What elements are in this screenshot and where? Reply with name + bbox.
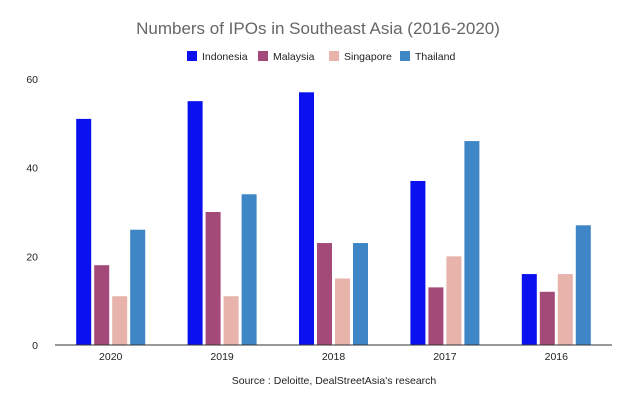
bar-singapore-2017 xyxy=(446,256,462,345)
bar-thailand-2020 xyxy=(130,229,146,345)
bar-singapore-2018 xyxy=(335,278,350,345)
y-tick-label: 20 xyxy=(26,251,38,263)
bar-malaysia-2016 xyxy=(539,291,555,345)
y-tick-label: 60 xyxy=(26,74,38,86)
bar-malaysia-2020 xyxy=(94,265,110,345)
y-axis: 0 20 40 60 xyxy=(26,74,38,352)
x-tick-label: 2019 xyxy=(210,351,234,363)
bar-indonesia-2016 xyxy=(521,274,537,345)
chart-title: Numbers of IPOs in Southeast Asia (2016-… xyxy=(136,19,500,38)
bar-indonesia-2018 xyxy=(299,92,314,345)
bar-thailand-2017 xyxy=(464,141,480,345)
bar-singapore-2016 xyxy=(557,274,573,345)
bar-thailand-2019 xyxy=(241,194,257,345)
y-tick-label: 40 xyxy=(26,163,38,175)
x-tick-label: 2020 xyxy=(99,351,123,363)
legend-label-indonesia: Indonesia xyxy=(202,51,248,63)
bar-thailand-2018 xyxy=(353,243,368,345)
y-tick-label: 0 xyxy=(32,340,38,352)
legend-label-singapore: Singapore xyxy=(344,51,392,63)
x-axis: 2020 2019 2018 2017 2016 xyxy=(99,351,568,363)
legend-label-thailand: Thailand xyxy=(415,51,455,63)
source-note: Source : Deloitte, DealStreetAsia's rese… xyxy=(232,375,437,387)
legend: Indonesia Malaysia Singapore Thailand xyxy=(187,51,455,63)
bars xyxy=(76,92,591,346)
x-tick-label: 2017 xyxy=(433,351,457,363)
bar-malaysia-2018 xyxy=(317,243,332,345)
bar-malaysia-2019 xyxy=(205,212,221,345)
bar-singapore-2020 xyxy=(112,296,128,345)
bar-indonesia-2020 xyxy=(76,118,92,346)
bar-indonesia-2019 xyxy=(187,101,203,346)
legend-swatch-thailand xyxy=(400,51,410,61)
legend-swatch-malaysia xyxy=(258,51,268,61)
bar-singapore-2019 xyxy=(223,296,239,345)
legend-swatch-indonesia xyxy=(187,51,197,61)
bar-malaysia-2017 xyxy=(428,287,444,345)
x-tick-label: 2018 xyxy=(322,351,346,363)
legend-label-malaysia: Malaysia xyxy=(273,51,315,63)
x-tick-label: 2016 xyxy=(545,351,569,363)
legend-swatch-singapore xyxy=(329,51,339,61)
bar-thailand-2016 xyxy=(575,225,591,345)
bar-indonesia-2017 xyxy=(410,180,426,345)
